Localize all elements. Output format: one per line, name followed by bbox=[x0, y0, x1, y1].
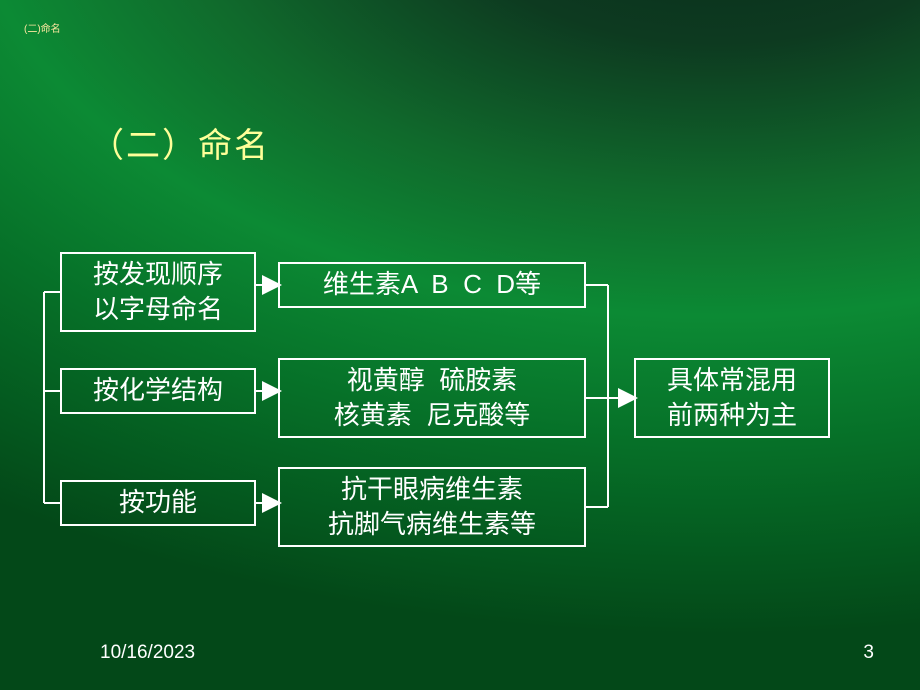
corner-label: (二)命名 bbox=[24, 20, 61, 35]
node-by-function-label: 按功能 bbox=[72, 485, 244, 520]
connector-lines bbox=[0, 0, 920, 690]
slide-title: （二）命名 bbox=[90, 118, 270, 167]
node-chemical-names: 视黄醇 硫胺素 核黄素 尼克酸等 bbox=[278, 358, 586, 438]
node-vitamins-abcd: 维生素A B C D等 bbox=[278, 262, 586, 308]
node-functional-names: 抗干眼病维生素 抗脚气病维生素等 bbox=[278, 467, 586, 547]
node-by-function: 按功能 bbox=[60, 480, 256, 526]
node-by-chemical-structure: 按化学结构 bbox=[60, 368, 256, 414]
footer-date: 10/16/2023 bbox=[100, 642, 195, 664]
node-by-discovery-order: 按发现顺序 以字母命名 bbox=[60, 252, 256, 332]
node-summary: 具体常混用 前两种为主 bbox=[634, 358, 830, 438]
footer-page-number: 3 bbox=[863, 642, 874, 664]
slide: (二)命名 （二）命名 按发现顺序 以字母命名 按化学结构 按功能 维生素A B… bbox=[0, 0, 920, 690]
